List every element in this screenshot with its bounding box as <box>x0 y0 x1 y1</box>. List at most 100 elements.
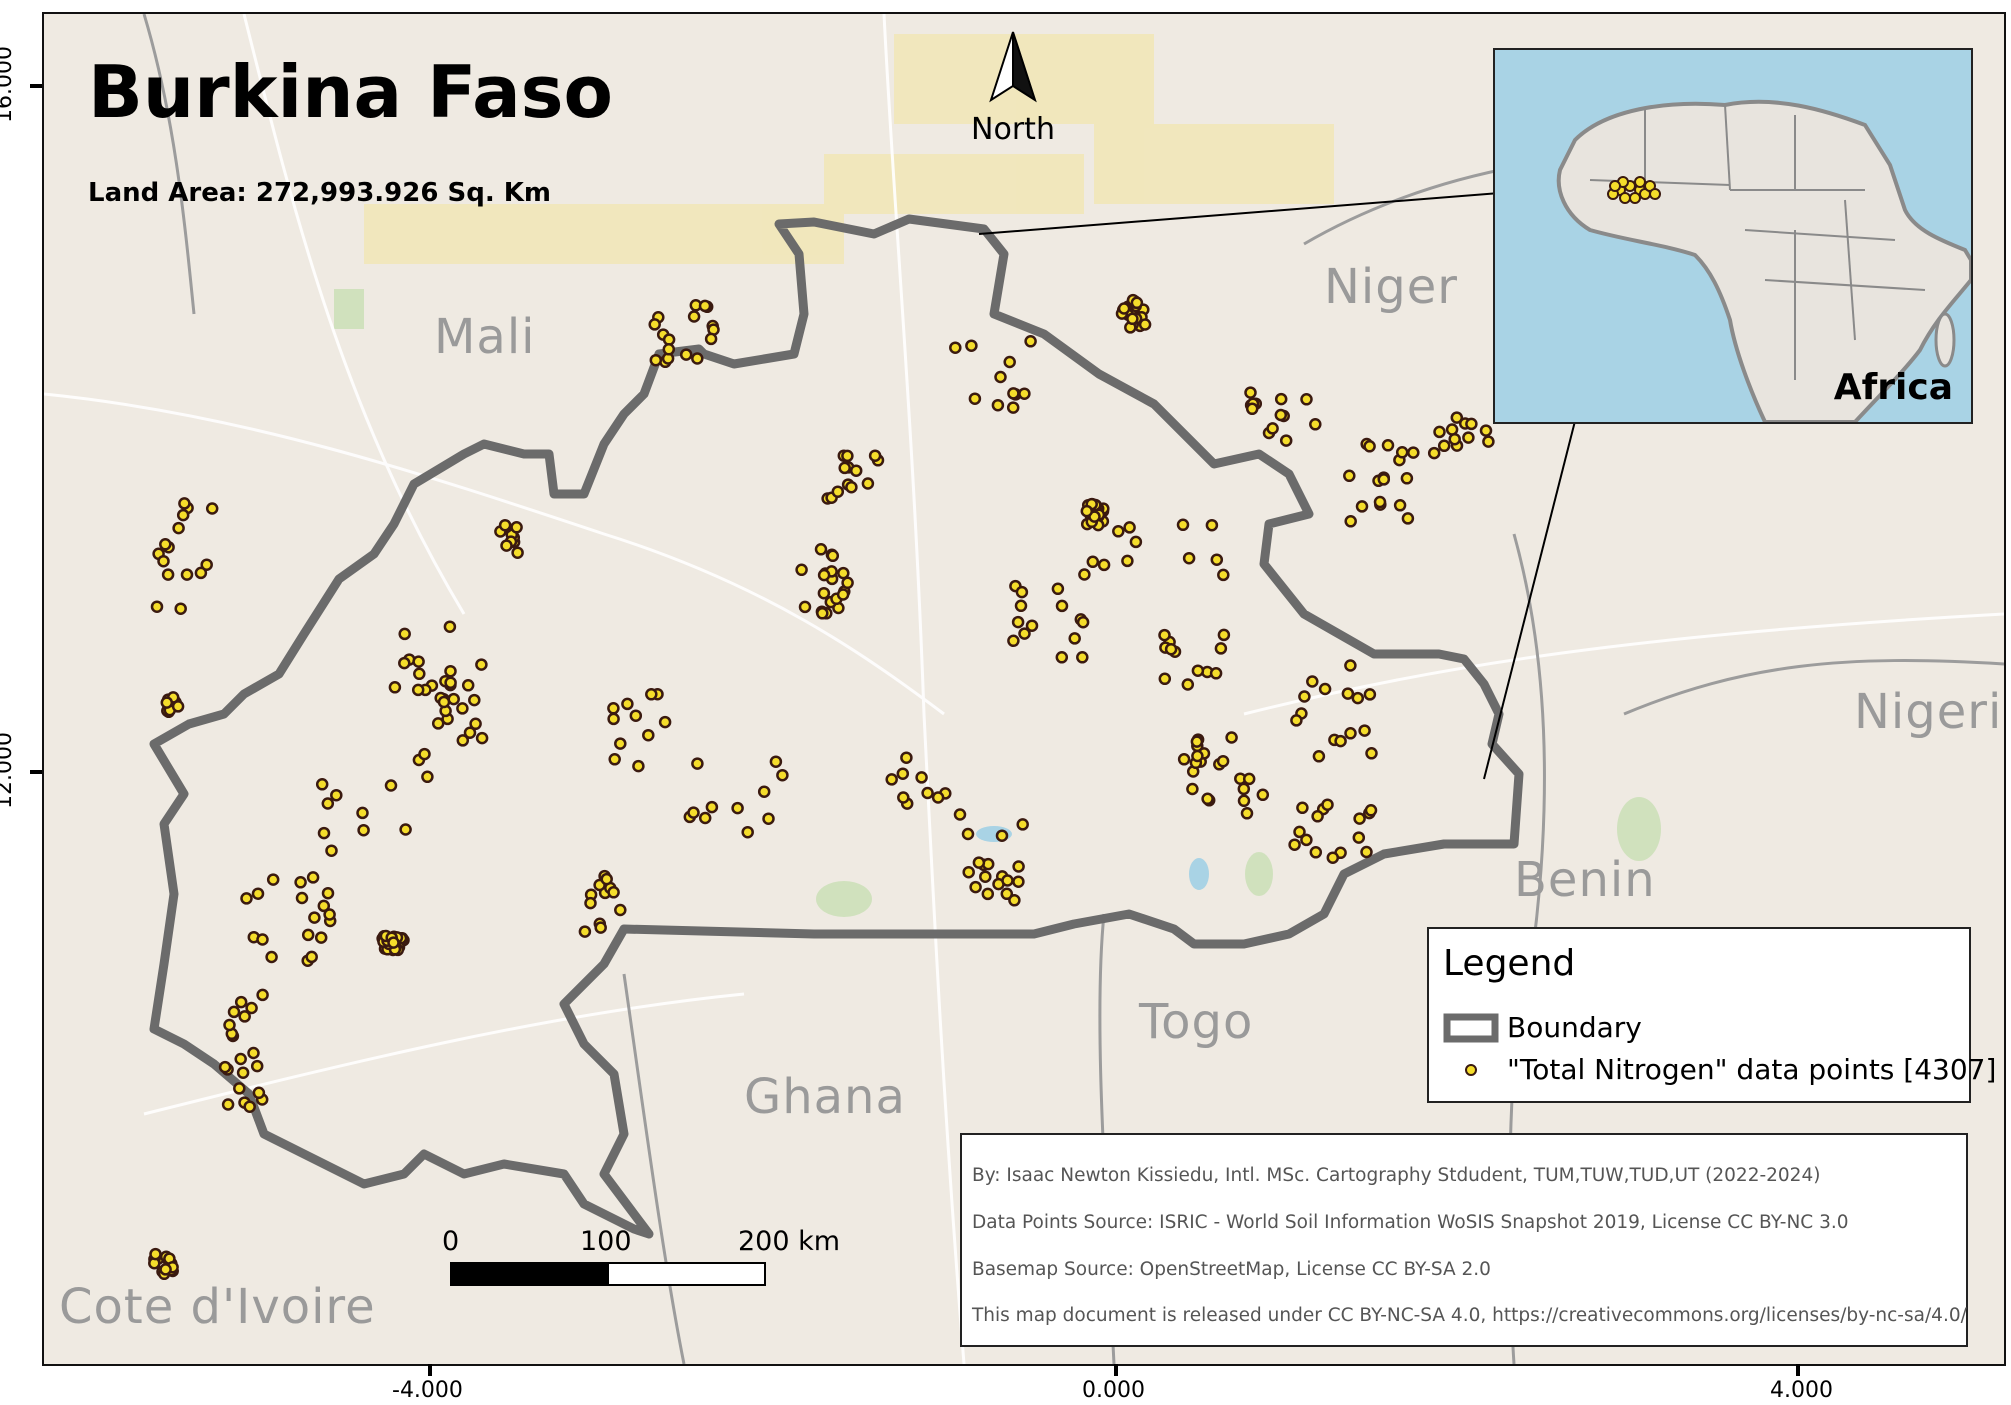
data-point <box>845 480 858 494</box>
data-point <box>1003 355 1016 369</box>
data-point <box>798 600 812 614</box>
data-point <box>240 892 253 905</box>
data-point <box>1244 386 1257 399</box>
data-point <box>1015 585 1029 599</box>
data-point <box>705 800 719 814</box>
data-point <box>968 392 982 405</box>
data-point <box>594 921 607 934</box>
data-point <box>836 588 850 601</box>
data-point <box>1445 423 1459 436</box>
data-point <box>795 563 808 577</box>
data-point <box>1344 727 1357 740</box>
inset-label: Africa <box>1833 367 1953 408</box>
data-point <box>1205 518 1219 532</box>
data-point <box>704 332 718 346</box>
data-point <box>1351 691 1365 705</box>
data-point <box>160 696 174 709</box>
data-point <box>1274 408 1288 422</box>
data-point <box>687 310 701 323</box>
data-point <box>356 806 369 820</box>
legend-boundary-label: Boundary <box>1507 1011 1642 1044</box>
data-point <box>962 865 975 879</box>
data-point <box>826 549 840 563</box>
data-point <box>1007 387 1020 400</box>
data-point <box>218 1060 232 1074</box>
data-point <box>227 1005 241 1019</box>
data-point <box>1352 831 1366 844</box>
data-point <box>1158 628 1171 642</box>
data-point <box>251 887 265 900</box>
data-point <box>607 886 620 899</box>
north-arrow-label: North <box>971 112 1055 147</box>
data-point <box>915 771 928 784</box>
x-tick-label-neg4: -4.000 <box>392 1378 463 1403</box>
y-tick-16 <box>30 84 42 88</box>
data-point <box>1298 690 1311 703</box>
data-point <box>178 497 191 510</box>
data-point <box>1343 469 1356 483</box>
data-point <box>1355 500 1369 513</box>
country-label-cote-divoire: Cote d'Ivoire <box>59 1279 376 1335</box>
data-point <box>314 931 328 944</box>
data-point <box>1158 672 1172 686</box>
data-point <box>172 521 185 535</box>
data-point <box>159 538 172 551</box>
data-point <box>498 518 512 532</box>
data-point <box>621 697 634 711</box>
data-point <box>294 876 307 889</box>
data-point <box>1121 554 1134 568</box>
legend: Legend Boundary "Total Nitrogen" data po… <box>1427 927 1996 1103</box>
data-point <box>413 667 426 681</box>
data-point <box>475 658 488 671</box>
data-point <box>769 755 783 768</box>
data-point <box>1016 818 1029 831</box>
data-point <box>1393 499 1407 512</box>
data-points-layer <box>148 293 1495 1281</box>
data-point <box>698 811 712 825</box>
data-point <box>900 751 913 764</box>
data-point <box>1462 431 1475 444</box>
basemap-zones <box>364 34 1334 264</box>
data-point <box>953 808 967 821</box>
data-point <box>1012 860 1025 873</box>
data-point <box>1138 318 1152 331</box>
y-tick-label-16: 16.000 <box>0 46 17 123</box>
data-point <box>1217 628 1231 642</box>
data-point <box>1344 659 1357 672</box>
data-point <box>317 826 331 840</box>
data-point <box>841 449 854 463</box>
data-point <box>1242 772 1256 786</box>
data-point <box>841 576 854 590</box>
data-point <box>1126 312 1139 326</box>
y-tick-12 <box>30 770 42 774</box>
data-point <box>1300 833 1313 847</box>
data-point <box>437 695 451 709</box>
data-point <box>816 607 829 620</box>
data-point <box>1117 302 1131 315</box>
data-point <box>1312 750 1326 763</box>
data-point <box>1433 425 1446 439</box>
data-point <box>180 568 194 581</box>
data-point <box>233 1082 246 1095</box>
data-point <box>265 950 278 964</box>
data-point <box>949 341 962 354</box>
inset-map-africa[interactable]: Africa <box>1493 48 1973 424</box>
data-point <box>245 1001 258 1015</box>
data-point <box>658 715 672 729</box>
data-point <box>308 911 321 924</box>
data-point-legend-icon <box>1465 1063 1477 1076</box>
credit-basemap-source: Basemap Source: OpenStreetMap, License C… <box>972 1259 1491 1280</box>
data-point <box>1341 687 1355 700</box>
data-point <box>642 728 655 742</box>
data-point <box>325 844 338 857</box>
data-point <box>1051 582 1065 596</box>
credit-license: This map document is released under CC B… <box>972 1305 1967 1326</box>
data-point <box>1290 714 1303 727</box>
data-point <box>757 785 771 798</box>
data-point <box>1176 518 1190 532</box>
data-point <box>687 806 700 819</box>
data-point <box>691 352 704 365</box>
data-point <box>475 731 489 745</box>
data-point <box>995 829 1009 842</box>
data-point <box>981 887 995 901</box>
